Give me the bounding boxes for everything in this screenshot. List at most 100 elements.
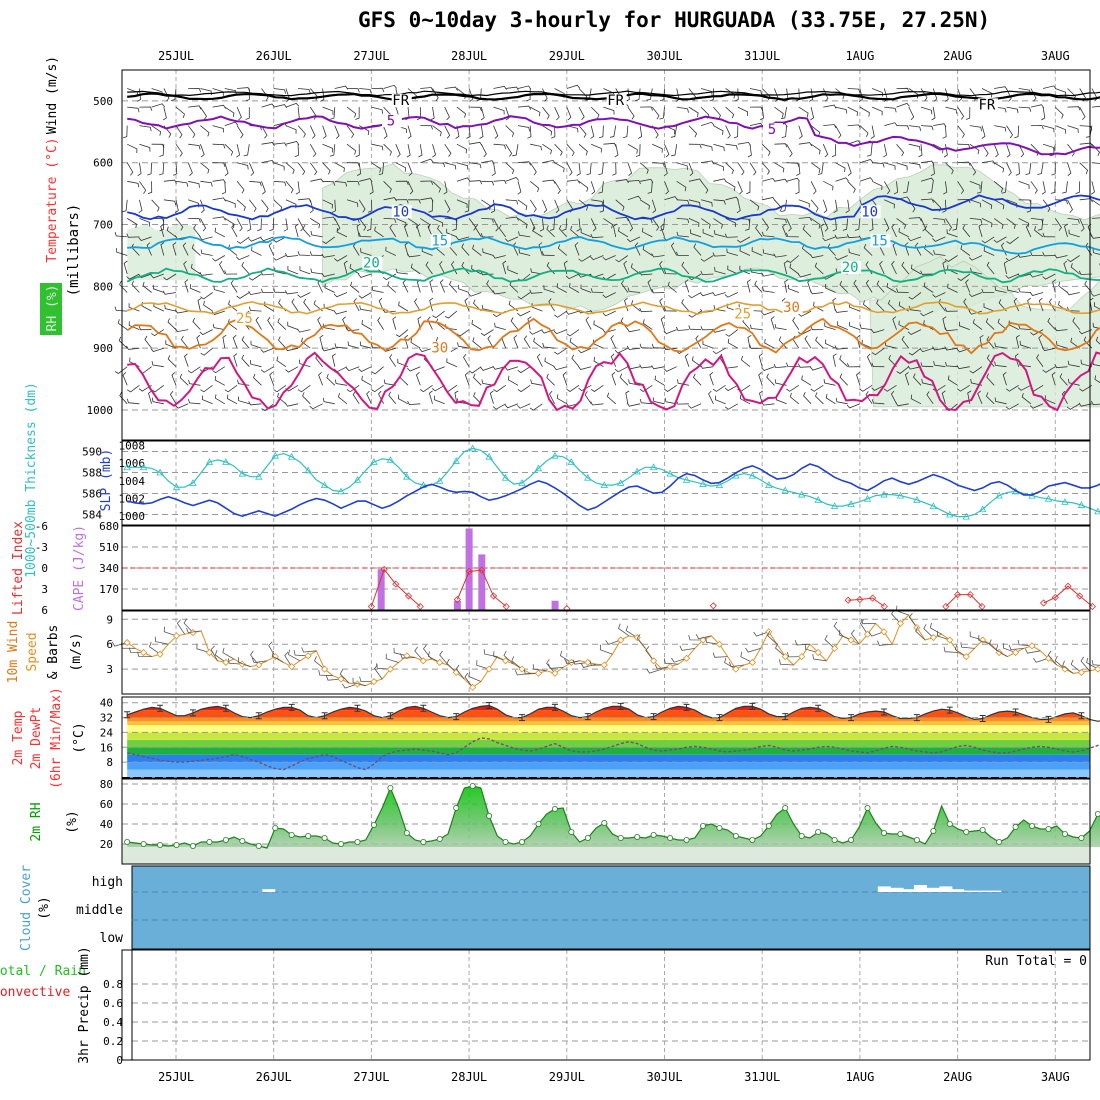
- slp-series-line: [127, 463, 1100, 518]
- wind-barb-upper: [994, 125, 1007, 132]
- wind-barb-upper: [127, 180, 140, 188]
- wind-barb-10m: [943, 646, 959, 653]
- wind-barb-upper: [1054, 254, 1068, 259]
- wind-barb-upper: [1034, 226, 1044, 238]
- temp-minmax-bar: [157, 704, 164, 712]
- wind-barb-upper: [358, 366, 372, 372]
- wind-barb-upper: [1041, 181, 1046, 195]
- rh-point: [699, 823, 706, 830]
- rh-point: [222, 837, 229, 844]
- wind-barb-upper: [933, 361, 946, 368]
- wind-barb-upper: [150, 273, 164, 279]
- wind-barb-upper: [749, 162, 757, 176]
- wind-barb-upper: [813, 301, 824, 312]
- wind-barb-10m: [812, 653, 827, 662]
- wind-barb-upper: [676, 251, 689, 256]
- wind-barb-upper: [627, 195, 642, 201]
- wind-barb-upper: [901, 261, 910, 275]
- wind-barb-upper: [446, 228, 458, 238]
- wind-barb-upper: [257, 218, 262, 232]
- wind-barb-upper: [1091, 400, 1100, 406]
- wind-barb-upper: [395, 329, 409, 338]
- wind-barb-upper: [129, 357, 140, 368]
- precip-frame: [121, 949, 1091, 1061]
- wind-barb-upper: [310, 178, 324, 183]
- wind-barb-upper: [1005, 255, 1019, 262]
- wind-barb-upper: [287, 266, 299, 275]
- wind-barb-upper: [695, 335, 702, 349]
- wind-barb-upper: [468, 88, 474, 102]
- wind-barb-upper: [191, 244, 201, 256]
- wind-barb-upper: [699, 292, 714, 297]
- wind-barb-upper: [530, 143, 542, 151]
- wind-barb-upper: [542, 199, 548, 213]
- wind-barb-upper: [529, 162, 537, 176]
- wind-barb-upper: [183, 260, 189, 275]
- wind-barb-upper: [835, 125, 842, 139]
- wind-barb-upper: [471, 264, 482, 275]
- wind-barb-upper: [1005, 403, 1019, 410]
- contour-label: 15: [871, 233, 888, 249]
- wind-barb-upper: [786, 384, 800, 392]
- wind-barb-upper: [518, 231, 531, 238]
- date-label-top: 2AUG: [943, 49, 972, 63]
- wind-barb-upper: [870, 329, 885, 334]
- wind-barb-upper: [1018, 324, 1031, 330]
- wind-barb-upper: [585, 316, 592, 330]
- wind-barb-upper: [190, 263, 201, 275]
- wind-barb-upper: [724, 233, 738, 238]
- wind-barb-upper: [1054, 218, 1062, 232]
- thickness-tick-label: 586: [82, 488, 102, 501]
- rh-point: [749, 837, 756, 844]
- wind-barb-upper: [688, 199, 701, 207]
- wind-barb-upper: [1079, 218, 1085, 232]
- wind-barb-upper: [273, 104, 288, 109]
- wind-barb-upper: [651, 365, 665, 370]
- rh-point: [782, 805, 789, 812]
- wind-barb-upper: [163, 179, 177, 184]
- wind-barb-upper: [590, 106, 600, 119]
- wind-barb-upper: [493, 384, 506, 393]
- wind-barb-upper: [144, 335, 152, 349]
- wind-barb-upper: [626, 345, 641, 350]
- wind-barb-upper: [986, 261, 995, 275]
- wind-barb-upper: [688, 106, 699, 117]
- wind-barb-upper: [920, 362, 934, 368]
- wind-barb-upper: [749, 88, 762, 95]
- wind-barb-upper: [333, 292, 348, 298]
- wind-barb-upper: [758, 371, 763, 386]
- wind-barb-upper: [920, 106, 933, 115]
- wind-speed-point: [1012, 648, 1020, 657]
- date-label-bottom: 2AUG: [943, 1070, 972, 1084]
- wind-barb-upper: [599, 199, 604, 213]
- li-point: [709, 602, 717, 610]
- wind-barb-10m: [446, 658, 457, 673]
- thickness-point: [551, 451, 559, 459]
- wind-barb-upper: [358, 218, 367, 231]
- wind-barb-upper: [385, 246, 396, 256]
- wind-barb-upper: [985, 318, 995, 330]
- wind-barb-upper: [1027, 297, 1032, 312]
- date-label-bottom: 29JUL: [549, 1070, 585, 1084]
- wind-speed-point: [929, 633, 937, 642]
- rh-tick-label: 80: [100, 778, 113, 791]
- wind-barb-upper: [727, 338, 738, 349]
- wind-barb-upper: [908, 143, 921, 151]
- wind-barb-upper: [480, 329, 494, 336]
- wind-barb-upper: [505, 216, 519, 221]
- wind-barb-upper: [347, 341, 360, 349]
- ylabel-cloud: Cloud Cover: [19, 865, 34, 951]
- wind-barb-upper: [162, 290, 177, 295]
- wind-barb-upper: [366, 390, 372, 404]
- wind-barb-upper: [688, 403, 702, 409]
- wind-barb-upper: [712, 252, 726, 257]
- wind-barb-upper: [891, 223, 897, 238]
- wind-barb-upper: [310, 268, 323, 275]
- thickness-point: [1044, 494, 1053, 502]
- wind-barb-upper: [326, 373, 336, 386]
- wind-barb-10m: [1017, 639, 1033, 647]
- wind-barb-upper: [285, 125, 297, 134]
- wind-barb-upper: [557, 244, 568, 256]
- contour-label: 15: [431, 233, 448, 249]
- wind-barb-10m: [546, 658, 556, 674]
